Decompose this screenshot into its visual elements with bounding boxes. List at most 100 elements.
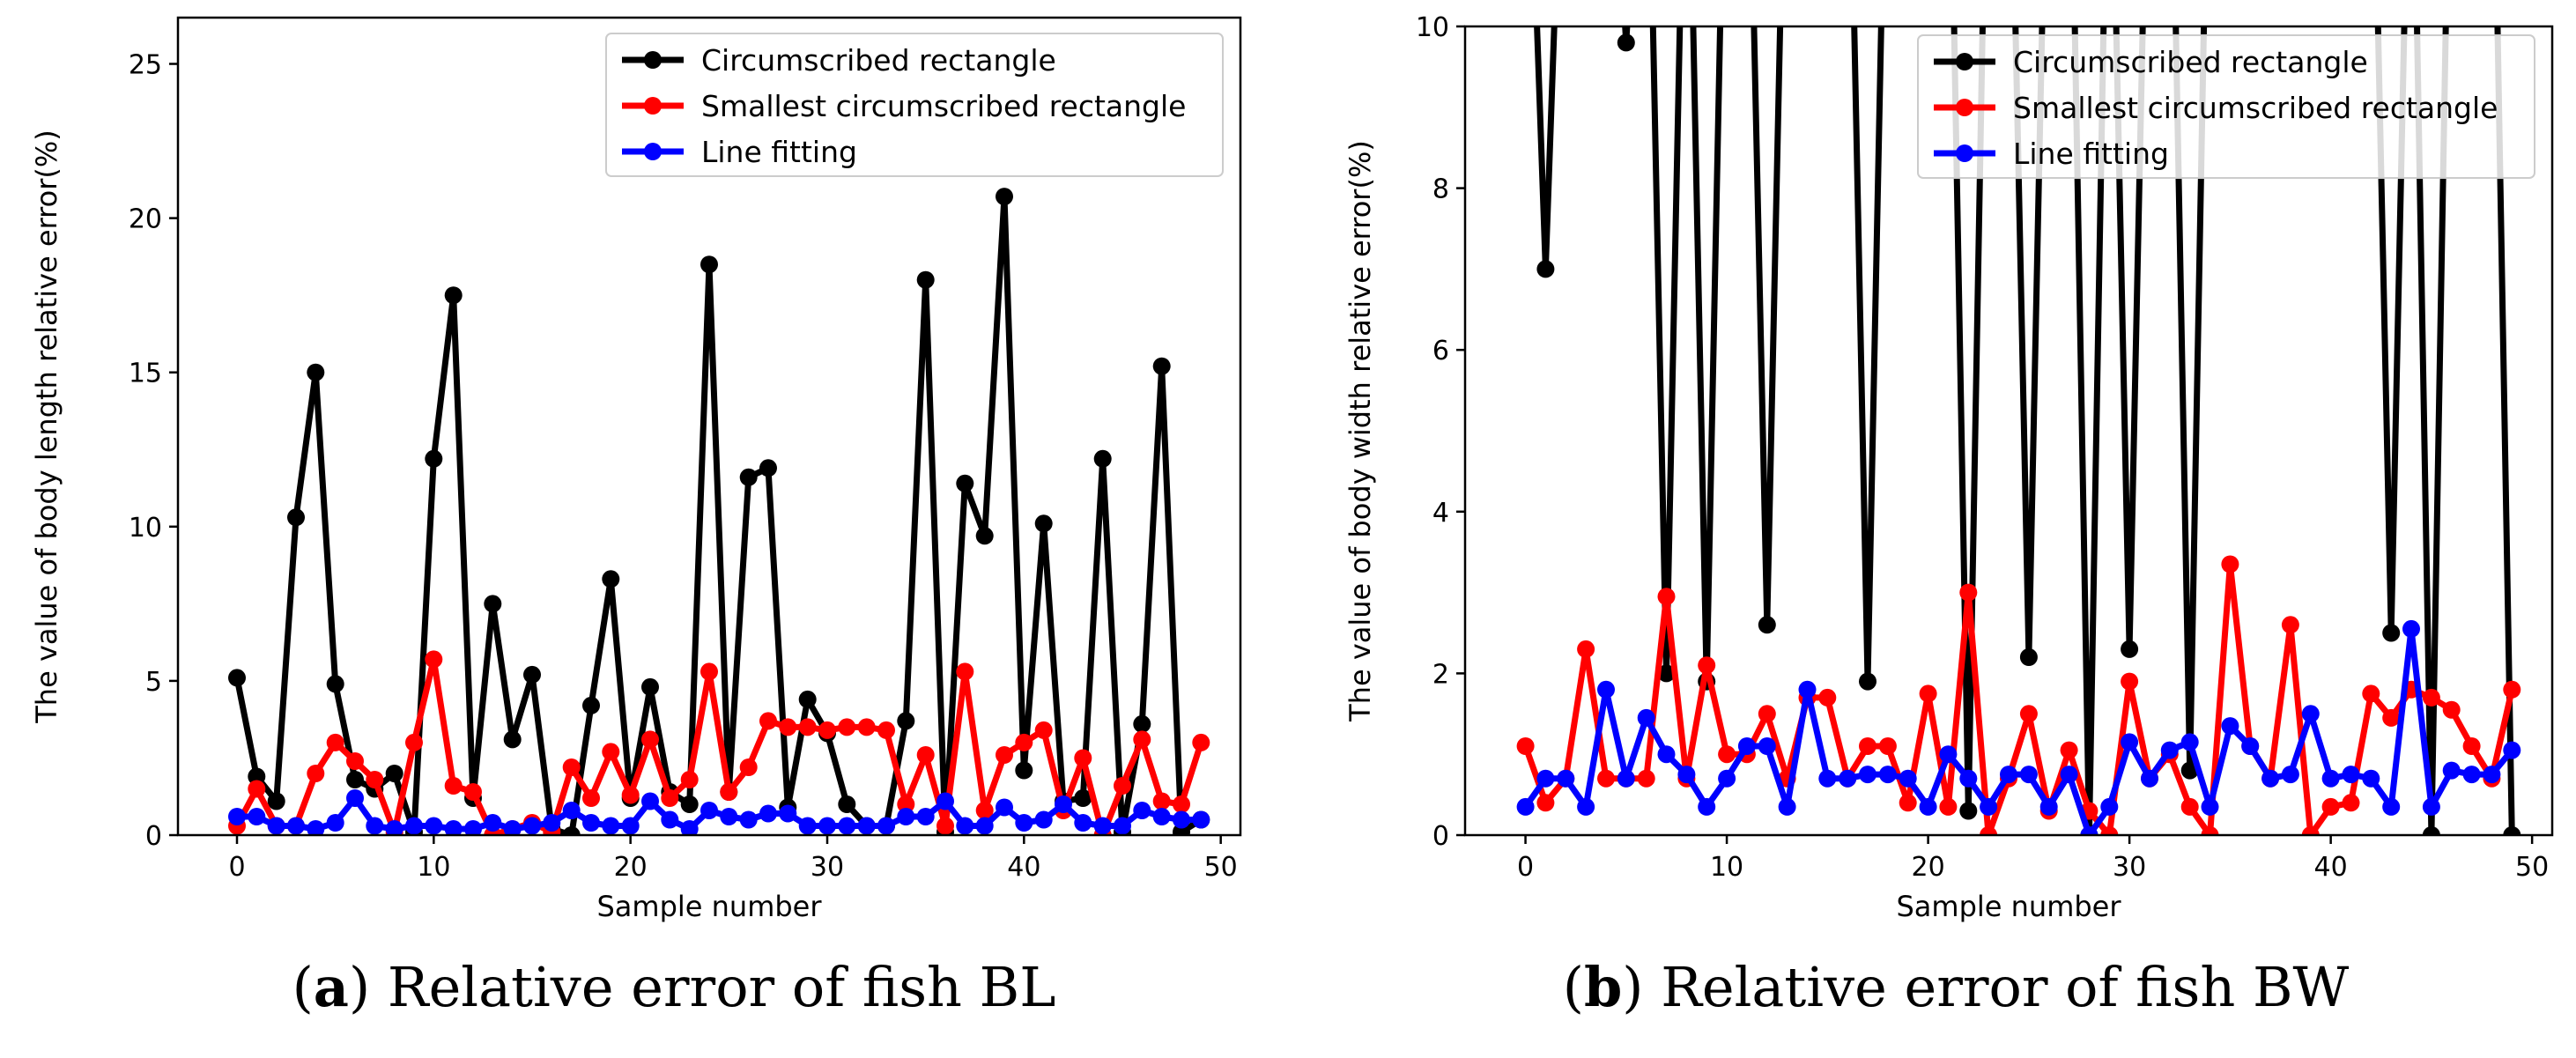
- y-tick-label: 25: [129, 50, 162, 81]
- y-tick-label: 10: [1416, 12, 1449, 43]
- data-point: [759, 804, 777, 823]
- x-tick-label: 50: [1204, 852, 1238, 883]
- data-point: [2060, 741, 2078, 759]
- data-point: [996, 798, 1013, 817]
- data-point: [739, 758, 758, 776]
- data-point: [621, 786, 640, 804]
- y-axis-label: The value of body length relative error(…: [30, 129, 63, 723]
- data-point: [2422, 688, 2440, 707]
- data-point: [838, 718, 856, 736]
- data-point: [798, 718, 817, 736]
- y-tick-label: 2: [1432, 659, 1449, 690]
- data-point: [307, 363, 325, 381]
- data-point: [425, 449, 443, 468]
- data-point: [897, 795, 915, 813]
- data-point: [2019, 766, 2038, 784]
- legend: Circumscribed rectangle Smallest circumsc…: [1917, 34, 2535, 179]
- data-point: [1778, 797, 1796, 816]
- series-line-0: [233, 193, 1203, 835]
- caption-letter: b: [1584, 955, 1622, 1019]
- data-point: [1577, 640, 1595, 658]
- data-point: [739, 468, 758, 486]
- data-point: [1133, 730, 1151, 749]
- data-point: [1093, 449, 1112, 468]
- data-point: [2039, 797, 2058, 816]
- data-point: [2221, 717, 2239, 736]
- data-point: [326, 814, 344, 832]
- y-tick-label: 6: [1432, 336, 1449, 366]
- data-point: [2060, 766, 2078, 784]
- data-point: [1597, 769, 1615, 788]
- data-point: [287, 817, 305, 835]
- legend-label: Smallest circumscribed rectangle: [701, 89, 1186, 123]
- data-point: [641, 792, 659, 810]
- data-point: [1818, 688, 1837, 707]
- data-point: [1959, 583, 1978, 602]
- data-point: [897, 808, 915, 825]
- data-point: [405, 817, 423, 835]
- caption-text: Relative error of fish BW: [1661, 955, 2349, 1019]
- data-point: [307, 820, 325, 835]
- data-point: [484, 595, 502, 613]
- data-point: [641, 677, 659, 696]
- data-point: [1074, 789, 1092, 807]
- data-point: [897, 712, 915, 730]
- data-point: [1074, 749, 1092, 767]
- data-point: [975, 817, 994, 835]
- x-tick-label: 30: [2113, 852, 2146, 883]
- x-tick-label: 30: [811, 852, 844, 883]
- data-point: [2141, 769, 2158, 788]
- data-point: [1536, 260, 1555, 278]
- x-tick-label: 40: [1007, 852, 1040, 883]
- data-point: [2201, 797, 2219, 816]
- data-point: [2301, 826, 2320, 835]
- y-axis-label: The value of body width relative error(%…: [1344, 140, 1377, 722]
- data-point: [700, 255, 718, 274]
- data-point: [2442, 761, 2461, 780]
- axes-frame: [1463, 25, 2554, 837]
- data-point: [267, 792, 285, 810]
- y-tick-label: 8: [1432, 174, 1449, 205]
- data-point: [2382, 797, 2401, 816]
- data-point: [366, 771, 384, 788]
- data-point: [326, 675, 344, 693]
- data-point: [759, 712, 777, 730]
- data-point: [916, 270, 935, 289]
- data-point: [2281, 766, 2299, 784]
- data-point: [1015, 814, 1033, 832]
- data-point: [2342, 794, 2360, 812]
- data-point: [1015, 733, 1033, 751]
- x-tick-label: 20: [1911, 852, 1944, 883]
- y-tick-label: 20: [129, 204, 162, 235]
- legend-marker: [644, 97, 662, 115]
- data-point: [936, 817, 954, 835]
- data-point: [1758, 737, 1776, 755]
- caption-letter: a: [314, 955, 349, 1019]
- data-point: [366, 817, 384, 835]
- data-point: [2301, 705, 2320, 723]
- data-point: [1536, 769, 1555, 788]
- data-point: [877, 721, 895, 739]
- data-point: [405, 733, 423, 751]
- data-point: [1758, 705, 1776, 723]
- data-point: [838, 817, 856, 835]
- data-point: [2100, 826, 2119, 835]
- y-tick-label: 0: [1432, 821, 1449, 852]
- data-point: [1657, 664, 1676, 683]
- data-point: [2000, 766, 2017, 784]
- legend-marker: [644, 51, 662, 69]
- data-point: [503, 820, 522, 835]
- data-point: [1899, 794, 1917, 812]
- data-point: [2362, 769, 2380, 788]
- data-point: [1152, 808, 1171, 825]
- x-tick-label: 0: [228, 852, 245, 883]
- data-point: [1818, 769, 1837, 788]
- data-point: [2180, 733, 2199, 751]
- data-point: [2382, 624, 2401, 642]
- data-point: [818, 817, 836, 835]
- data-point: [1034, 514, 1053, 533]
- data-point: [1114, 777, 1131, 795]
- data-point: [248, 780, 266, 798]
- data-point: [720, 783, 738, 801]
